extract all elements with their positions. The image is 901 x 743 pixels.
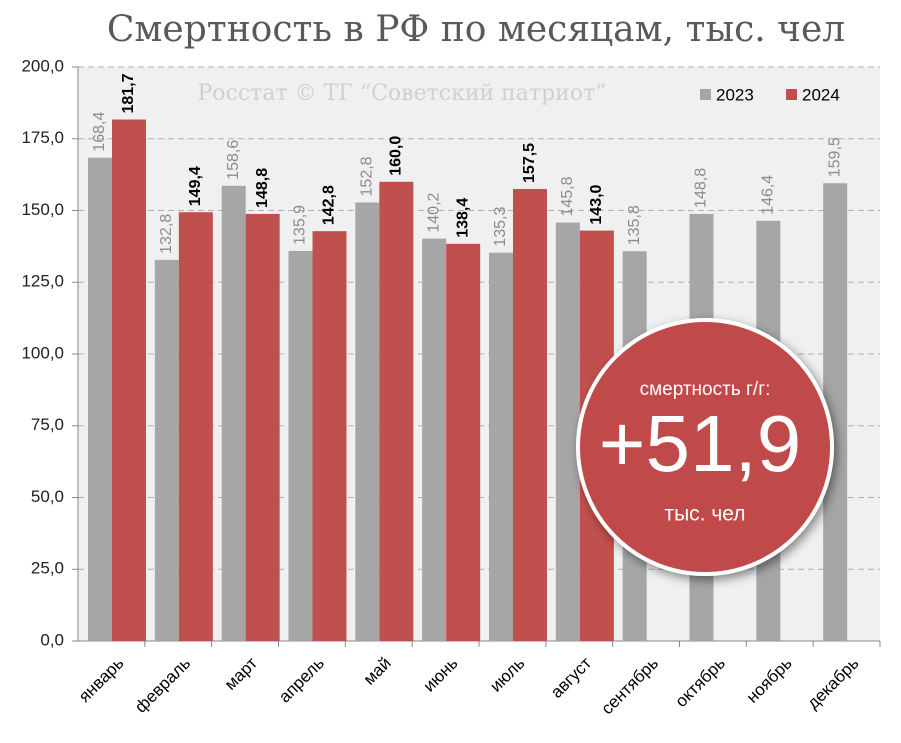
x-tick-label: ноябрь <box>743 653 796 706</box>
bar <box>489 252 513 641</box>
x-tick-label: сентябрь <box>597 653 662 718</box>
value-label: 145,8 <box>559 176 576 216</box>
bar <box>245 213 280 641</box>
legend-swatch <box>786 89 797 100</box>
bar <box>422 238 447 641</box>
x-tick-label: декабрь <box>803 653 862 712</box>
bar <box>555 222 580 641</box>
x-tick-label: октябрь <box>672 653 729 710</box>
value-label: 148,8 <box>254 168 271 208</box>
y-tick-label: 200,0 <box>21 56 64 75</box>
value-label: 158,6 <box>225 140 242 180</box>
x-tick-label: июль <box>486 653 528 695</box>
legend-label: 2023 <box>716 85 754 104</box>
value-label: 132,8 <box>158 214 175 254</box>
value-label: 143,0 <box>588 184 605 224</box>
bar <box>513 188 547 641</box>
value-label: 168,4 <box>91 112 108 152</box>
legend-label: 2024 <box>802 85 840 104</box>
bar <box>178 212 213 642</box>
x-tick-label: февраль <box>131 653 194 716</box>
bar <box>154 259 179 641</box>
value-label: 152,8 <box>359 156 376 196</box>
watermark: Росстат © ТГ “Советский патриот” <box>197 81 606 106</box>
bar <box>288 250 313 642</box>
bar <box>112 119 146 641</box>
value-label: 135,9 <box>292 205 309 245</box>
x-tick-label: март <box>221 653 261 693</box>
value-label: 181,7 <box>120 73 137 113</box>
y-tick-label: 0,0 <box>40 630 64 649</box>
y-tick-label: 125,0 <box>21 272 64 291</box>
value-label: 142,8 <box>321 185 338 225</box>
bar <box>446 243 481 642</box>
y-tick-label: 25,0 <box>31 559 64 578</box>
value-label: 135,3 <box>492 207 509 247</box>
callout-circle <box>576 318 834 576</box>
bar <box>88 157 112 641</box>
bar <box>355 202 380 642</box>
value-label: 135,8 <box>626 205 643 245</box>
value-label: 148,8 <box>693 168 710 208</box>
x-tick-label: январь <box>75 653 128 706</box>
y-tick-label: 75,0 <box>31 415 64 434</box>
chart-title: Смертность в РФ по месяцам, тыс. чел <box>107 9 845 50</box>
value-label: 140,2 <box>425 192 442 232</box>
value-label: 157,5 <box>521 143 538 183</box>
x-tick-label: июнь <box>420 653 462 695</box>
y-tick-label: 175,0 <box>21 128 64 147</box>
legend-swatch <box>700 89 711 100</box>
value-label: 159,5 <box>826 137 843 177</box>
x-tick-label: апрель <box>275 653 328 706</box>
value-label: 160,0 <box>388 136 405 176</box>
callout-unit: тыс. чел <box>664 503 745 526</box>
value-label: 149,4 <box>187 166 204 206</box>
y-tick-label: 150,0 <box>21 200 64 219</box>
y-tick-label: 100,0 <box>21 343 64 362</box>
callout-caption: смертность г/г: <box>640 379 771 400</box>
bar <box>221 185 246 641</box>
callout-value: +51,9 <box>599 399 801 488</box>
value-label: 138,4 <box>454 198 471 238</box>
x-tick-label: август <box>547 653 595 701</box>
x-tick-label: май <box>360 654 395 689</box>
value-label: 146,4 <box>760 175 777 215</box>
y-tick-label: 50,0 <box>31 487 64 506</box>
bar <box>312 231 347 641</box>
bar <box>379 181 414 642</box>
